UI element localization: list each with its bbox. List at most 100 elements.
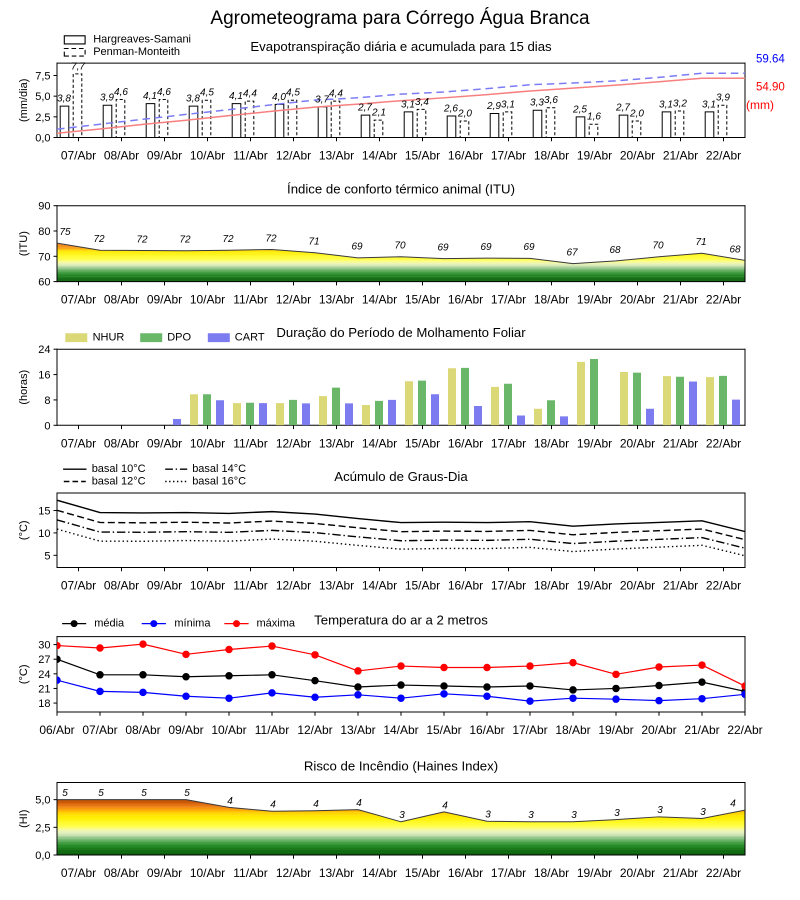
svg-text:16/Abr: 16/Abr bbox=[448, 293, 483, 307]
svg-text:08/Abr: 08/Abr bbox=[104, 866, 139, 880]
svg-text:12/Abr: 12/Abr bbox=[276, 436, 311, 450]
svg-text:09/Abr: 09/Abr bbox=[147, 293, 182, 307]
svg-text:18/Abr: 18/Abr bbox=[555, 723, 590, 737]
svg-text:4,6: 4,6 bbox=[157, 87, 171, 98]
svg-text:13/Abr: 13/Abr bbox=[319, 436, 354, 450]
svg-text:14/Abr: 14/Abr bbox=[362, 148, 397, 162]
svg-text:16/Abr: 16/Abr bbox=[448, 866, 483, 880]
svg-text:13/Abr: 13/Abr bbox=[319, 866, 354, 880]
svg-text:69: 69 bbox=[480, 242, 492, 253]
svg-text:21/Abr: 21/Abr bbox=[684, 723, 719, 737]
svg-text:20/Abr: 20/Abr bbox=[620, 436, 655, 450]
svg-text:19/Abr: 19/Abr bbox=[577, 148, 612, 162]
svg-text:16/Abr: 16/Abr bbox=[448, 148, 483, 162]
svg-text:68: 68 bbox=[609, 245, 621, 256]
svg-text:CART: CART bbox=[235, 332, 265, 344]
svg-text:09/Abr: 09/Abr bbox=[168, 723, 203, 737]
svg-text:72: 72 bbox=[222, 234, 234, 245]
svg-text:90: 90 bbox=[38, 201, 50, 213]
svg-text:06/Abr: 06/Abr bbox=[39, 723, 74, 737]
svg-text:basal 14°C: basal 14°C bbox=[192, 463, 246, 475]
svg-text:3: 3 bbox=[657, 805, 663, 816]
svg-text:0,0: 0,0 bbox=[35, 132, 50, 144]
svg-text:10/Abr: 10/Abr bbox=[190, 148, 225, 162]
svg-text:3,6: 3,6 bbox=[544, 95, 558, 106]
svg-text:21: 21 bbox=[38, 683, 50, 695]
svg-text:5,0: 5,0 bbox=[35, 795, 50, 807]
svg-text:18/Abr: 18/Abr bbox=[534, 578, 569, 592]
svg-text:5: 5 bbox=[44, 550, 50, 562]
svg-text:3,9: 3,9 bbox=[100, 93, 114, 104]
svg-text:13/Abr: 13/Abr bbox=[340, 723, 375, 737]
svg-text:basal 12°C: basal 12°C bbox=[92, 475, 146, 487]
svg-text:15: 15 bbox=[38, 506, 50, 518]
svg-text:15/Abr: 15/Abr bbox=[405, 293, 440, 307]
svg-text:4: 4 bbox=[227, 796, 233, 807]
svg-text:12/Abr: 12/Abr bbox=[297, 723, 332, 737]
svg-text:15/Abr: 15/Abr bbox=[405, 148, 440, 162]
svg-text:4,4: 4,4 bbox=[243, 89, 257, 100]
svg-text:3,4: 3,4 bbox=[415, 97, 429, 108]
svg-text:13/Abr: 13/Abr bbox=[319, 578, 354, 592]
svg-text:1,6: 1,6 bbox=[587, 112, 601, 123]
svg-text:15/Abr: 15/Abr bbox=[426, 723, 461, 737]
svg-text:2,0: 2,0 bbox=[457, 108, 472, 119]
svg-text:4,4: 4,4 bbox=[329, 89, 343, 100]
svg-text:72: 72 bbox=[136, 234, 148, 245]
svg-text:8: 8 bbox=[44, 395, 50, 407]
svg-text:20/Abr: 20/Abr bbox=[620, 293, 655, 307]
svg-text:11/Abr: 11/Abr bbox=[233, 293, 267, 307]
svg-text:13/Abr: 13/Abr bbox=[319, 148, 354, 162]
svg-text:2,6: 2,6 bbox=[443, 103, 458, 114]
svg-text:0: 0 bbox=[44, 420, 50, 432]
svg-text:Agrometeograma para Córrego Ág: Agrometeograma para Córrego Água Branca bbox=[210, 8, 590, 29]
svg-text:3: 3 bbox=[399, 810, 405, 821]
svg-text:17/Abr: 17/Abr bbox=[491, 578, 526, 592]
svg-text:22/Abr: 22/Abr bbox=[706, 578, 741, 592]
svg-text:11/Abr: 11/Abr bbox=[233, 436, 267, 450]
svg-text:11/Abr: 11/Abr bbox=[255, 723, 289, 737]
svg-text:14/Abr: 14/Abr bbox=[362, 436, 397, 450]
svg-text:4,5: 4,5 bbox=[286, 88, 300, 99]
svg-text:07/Abr: 07/Abr bbox=[61, 436, 96, 450]
svg-text:10/Abr: 10/Abr bbox=[190, 866, 225, 880]
svg-text:11/Abr: 11/Abr bbox=[233, 578, 267, 592]
svg-text:3: 3 bbox=[485, 810, 491, 821]
svg-text:3,1: 3,1 bbox=[659, 99, 673, 110]
svg-text:60: 60 bbox=[38, 277, 50, 289]
svg-text:basal 10°C: basal 10°C bbox=[92, 463, 146, 475]
svg-text:3: 3 bbox=[700, 807, 706, 818]
svg-text:20/Abr: 20/Abr bbox=[620, 148, 655, 162]
svg-text:07/Abr: 07/Abr bbox=[61, 578, 96, 592]
svg-text:07/Abr: 07/Abr bbox=[61, 866, 96, 880]
svg-text:2,7: 2,7 bbox=[615, 103, 630, 114]
svg-text:17/Abr: 17/Abr bbox=[491, 148, 526, 162]
svg-text:5,0: 5,0 bbox=[35, 91, 50, 103]
svg-text:18/Abr: 18/Abr bbox=[534, 436, 569, 450]
svg-text:(horas): (horas) bbox=[18, 370, 30, 405]
svg-text:4: 4 bbox=[356, 798, 362, 809]
svg-text:(°C): (°C) bbox=[18, 664, 30, 684]
svg-text:22/Abr: 22/Abr bbox=[727, 723, 762, 737]
svg-text:média: média bbox=[94, 617, 125, 629]
svg-text:Acúmulo de Graus-Dia: Acúmulo de Graus-Dia bbox=[334, 469, 468, 484]
svg-text:54.90: 54.90 bbox=[756, 81, 785, 93]
svg-text:Risco de Incêndio (Haines Inde: Risco de Incêndio (Haines Index) bbox=[304, 759, 498, 774]
svg-text:13/Abr: 13/Abr bbox=[319, 293, 354, 307]
svg-text:19/Abr: 19/Abr bbox=[577, 436, 612, 450]
svg-text:(mm/dia): (mm/dia) bbox=[18, 79, 30, 122]
svg-text:19/Abr: 19/Abr bbox=[598, 723, 633, 737]
svg-text:14/Abr: 14/Abr bbox=[362, 293, 397, 307]
svg-text:72: 72 bbox=[265, 233, 277, 244]
svg-text:27: 27 bbox=[38, 654, 50, 666]
svg-text:4,1: 4,1 bbox=[229, 91, 243, 102]
svg-text:11/Abr: 11/Abr bbox=[233, 866, 267, 880]
svg-text:3: 3 bbox=[614, 808, 620, 819]
svg-text:3,9: 3,9 bbox=[716, 93, 730, 104]
svg-text:70: 70 bbox=[394, 241, 406, 252]
svg-text:68: 68 bbox=[729, 244, 741, 255]
svg-text:11/Abr: 11/Abr bbox=[233, 148, 267, 162]
svg-text:69: 69 bbox=[437, 243, 449, 254]
svg-text:4: 4 bbox=[442, 800, 448, 811]
svg-text:Penman-Monteith: Penman-Monteith bbox=[93, 46, 180, 58]
